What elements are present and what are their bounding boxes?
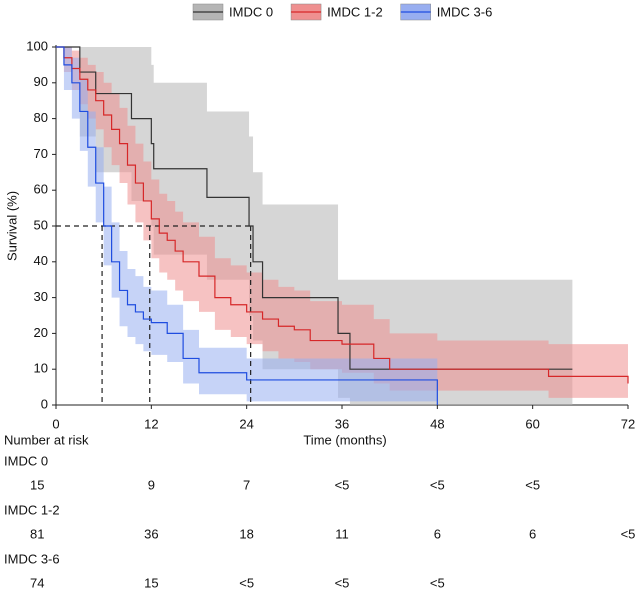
x-tick-label: 60 [525,416,539,431]
legend-item: IMDC 1-2 [290,3,383,21]
legend-item: IMDC 0 [192,3,273,21]
confidence-band [56,47,573,405]
risk-count: 15 [30,477,44,492]
risk-count: 6 [529,526,536,541]
survival-curve [56,46,629,384]
risk-count: <5 [430,477,445,492]
y-tick-label: 20 [34,325,48,340]
y-tick-label: 80 [34,110,48,125]
x-tick-label: 0 [52,416,59,431]
y-tick-label: 100 [26,38,48,53]
risk-count: 74 [30,575,44,590]
y-axis-label: Survival (%) [4,191,19,261]
legend-label: IMDC 0 [229,4,273,19]
survival-curve [56,46,438,405]
y-tick-label: 30 [34,289,48,304]
risk-count: <5 [525,477,540,492]
risk-row-label: IMDC 1-2 [4,502,60,517]
risk-count: <5 [335,477,350,492]
y-tick-label: 60 [34,182,48,197]
risk-count: 6 [434,526,441,541]
risk-count: 81 [30,526,44,541]
x-tick-label: 36 [335,416,349,431]
risk-count: 18 [239,526,253,541]
x-axis-label: Time (months) [303,432,386,447]
y-tick-label: 40 [34,253,48,268]
risk-count: 36 [144,526,158,541]
risk-count: <5 [430,575,445,590]
risk-count: <5 [335,575,350,590]
risk-row-label: IMDC 0 [4,453,48,468]
confidence-band [56,47,628,402]
y-tick-label: 0 [41,396,48,411]
y-tick-label: 70 [34,146,48,161]
legend-item: IMDC 3-6 [400,3,493,21]
x-tick-label: 48 [430,416,444,431]
x-tick-label: 72 [621,416,635,431]
risk-count: <5 [621,526,636,541]
confidence-band [56,47,438,405]
x-tick-label: 24 [239,416,253,431]
risk-count: 7 [243,477,250,492]
risk-row-label: IMDC 3-6 [4,551,60,566]
risk-count: 11 [335,526,349,541]
risk-table-title: Number at risk [4,432,89,447]
y-tick-label: 90 [34,74,48,89]
risk-count: 9 [148,477,155,492]
y-tick-label: 10 [34,361,48,376]
risk-count: 15 [144,575,158,590]
risk-count: <5 [239,575,254,590]
x-tick-label: 12 [144,416,158,431]
legend-label: IMDC 1-2 [327,4,383,19]
y-tick-label: 50 [34,217,48,232]
legend-label: IMDC 3-6 [437,4,493,19]
